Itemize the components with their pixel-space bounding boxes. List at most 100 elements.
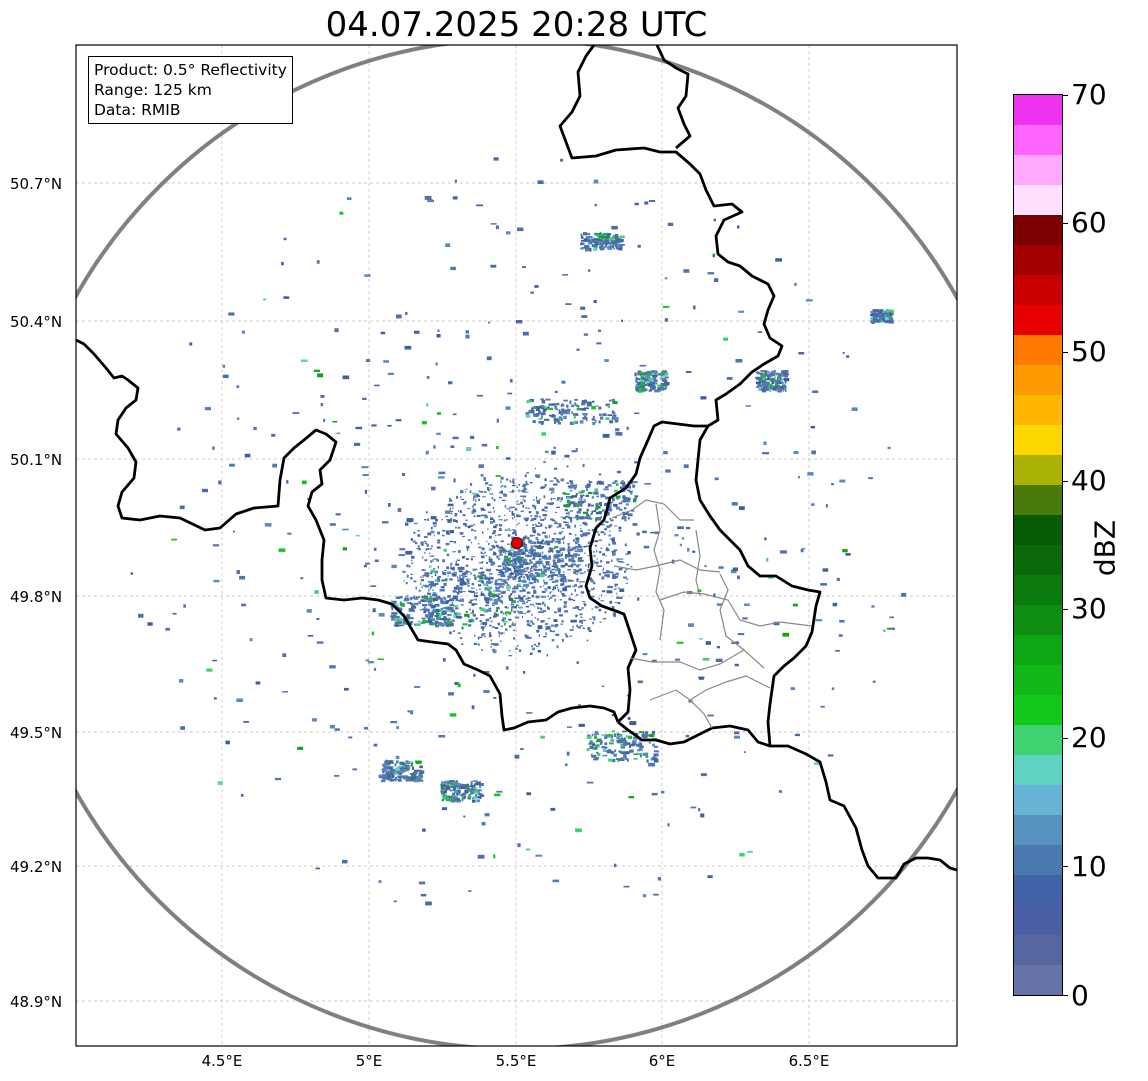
echo-cell xyxy=(427,580,435,583)
echo-cell xyxy=(524,547,527,551)
echo-cell xyxy=(593,240,597,244)
echo-cell xyxy=(415,586,417,590)
echo-cell xyxy=(653,382,658,385)
echo-cell xyxy=(480,490,483,493)
echo-cell xyxy=(530,519,534,522)
echo-cell xyxy=(453,798,458,802)
echo-cell xyxy=(626,735,628,738)
echo-cell xyxy=(524,518,528,522)
echo-cell xyxy=(552,550,554,553)
echo-cell xyxy=(546,557,550,560)
echo-cell xyxy=(569,421,574,425)
echo-cell xyxy=(616,483,619,486)
echo-cell xyxy=(505,569,508,571)
echo-cell xyxy=(876,315,882,317)
echo-cell xyxy=(832,602,838,607)
echo-cell xyxy=(433,445,436,449)
echo-cell xyxy=(334,328,339,333)
echo-cell xyxy=(504,569,509,573)
echo-cell xyxy=(425,608,430,612)
echo-cell xyxy=(586,532,590,535)
echo-cell xyxy=(881,317,887,321)
echo-cell xyxy=(568,532,572,535)
echo-cell xyxy=(536,540,540,544)
echo-cell xyxy=(396,760,398,762)
echo-cell xyxy=(653,386,656,389)
echo-cell xyxy=(612,497,615,502)
echo-cell xyxy=(688,623,695,627)
echo-cell xyxy=(639,380,645,382)
echo-cell xyxy=(499,528,502,531)
echo-cell xyxy=(477,580,483,582)
echo-cell xyxy=(586,781,594,784)
echo-cell xyxy=(531,553,534,555)
echo-cell xyxy=(513,572,515,574)
echo-cell xyxy=(503,632,505,634)
echo-cell xyxy=(399,761,405,765)
echo-cell xyxy=(607,242,612,245)
echo-cell xyxy=(272,463,277,468)
echo-cell xyxy=(462,575,465,579)
echo-cell xyxy=(612,481,616,484)
echo-cell xyxy=(586,639,589,642)
echo-cell xyxy=(667,222,674,226)
echo-cell xyxy=(263,298,267,301)
echo-cell xyxy=(872,314,878,318)
echo-cell xyxy=(616,497,620,500)
echo-cell xyxy=(443,616,447,620)
echo-cell xyxy=(456,576,459,579)
echo-cell xyxy=(761,374,765,379)
echo-cell xyxy=(495,586,498,589)
echo-cell xyxy=(492,547,494,549)
echo-cell xyxy=(518,599,520,601)
echo-cell xyxy=(564,633,567,635)
echo-cell xyxy=(473,598,477,601)
echo-cell xyxy=(582,494,585,497)
echo-cell xyxy=(504,485,507,488)
echo-cell xyxy=(383,767,389,769)
echo-cell xyxy=(769,386,772,389)
echo-cell xyxy=(601,576,605,580)
echo-cell xyxy=(457,683,461,688)
echo-cell xyxy=(516,604,519,607)
echo-cell xyxy=(585,236,588,240)
echo-cell xyxy=(570,593,573,596)
echo-cell xyxy=(582,463,585,468)
echo-cell xyxy=(179,505,185,510)
echo-cell xyxy=(604,486,609,489)
echo-cell xyxy=(456,787,460,791)
echo-cell xyxy=(805,299,813,302)
echo-cell xyxy=(543,579,545,582)
echo-cell xyxy=(532,575,537,579)
echo-cell xyxy=(609,517,612,520)
echo-cell xyxy=(815,619,823,622)
echo-cell xyxy=(504,581,508,584)
echo-cell xyxy=(579,613,583,616)
echo-cell xyxy=(580,236,583,239)
echo-cell xyxy=(528,575,532,578)
echo-cell xyxy=(871,605,875,608)
echo-cell xyxy=(879,309,884,311)
echo-cell xyxy=(699,677,704,680)
echo-cell xyxy=(413,771,418,775)
echo-cell xyxy=(482,583,488,586)
echo-cell xyxy=(777,379,782,383)
echo-cell xyxy=(579,420,584,424)
echo-cell xyxy=(364,489,367,494)
echo-cell xyxy=(770,385,774,388)
echo-cell xyxy=(538,611,544,613)
echo-cell xyxy=(543,581,548,585)
echo-cell xyxy=(493,590,497,593)
echo-cell xyxy=(643,545,650,549)
echo-cell xyxy=(552,586,556,590)
echo-cell xyxy=(578,491,584,494)
echo-cell xyxy=(587,541,592,545)
echo-cell xyxy=(462,797,465,800)
echo-cell xyxy=(509,530,511,532)
echo-cell xyxy=(707,714,714,717)
echo-cell xyxy=(600,559,603,563)
colorbar-band xyxy=(1014,665,1062,695)
echo-cell xyxy=(586,545,591,547)
echo-cell xyxy=(509,506,514,509)
echo-cell xyxy=(587,529,591,531)
